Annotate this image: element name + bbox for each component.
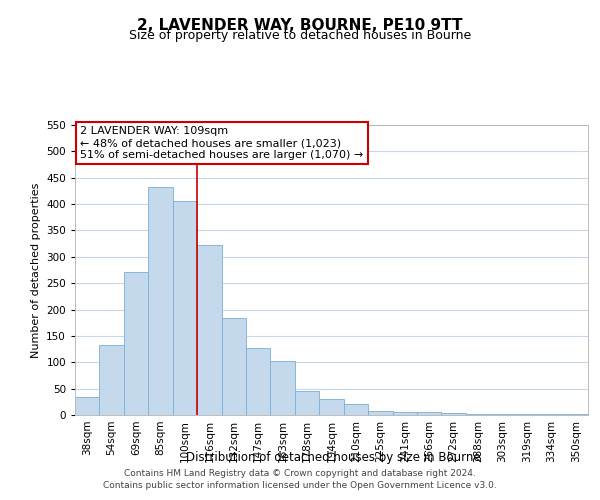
Text: Contains public sector information licensed under the Open Government Licence v3: Contains public sector information licen… <box>103 481 497 490</box>
Bar <box>75 396 100 415</box>
Text: Contains HM Land Registry data © Crown copyright and database right 2024.: Contains HM Land Registry data © Crown c… <box>124 468 476 477</box>
Bar <box>271 361 295 415</box>
Text: Distribution of detached houses by size in Bourne: Distribution of detached houses by size … <box>185 451 481 464</box>
Bar <box>173 201 197 415</box>
Bar <box>563 414 588 415</box>
Text: Size of property relative to detached houses in Bourne: Size of property relative to detached ho… <box>129 29 471 42</box>
Bar <box>197 245 221 415</box>
Bar <box>100 345 124 415</box>
Bar <box>319 399 344 415</box>
Bar <box>466 414 490 415</box>
Bar <box>442 414 466 415</box>
Bar <box>515 414 539 415</box>
Bar <box>246 348 271 415</box>
Bar <box>490 414 515 415</box>
Text: 2 LAVENDER WAY: 109sqm
← 48% of detached houses are smaller (1,023)
51% of semi-: 2 LAVENDER WAY: 109sqm ← 48% of detached… <box>80 126 364 160</box>
Bar <box>344 404 368 415</box>
Bar <box>539 414 563 415</box>
Bar <box>295 390 319 415</box>
Bar <box>392 412 417 415</box>
Bar <box>417 412 442 415</box>
Bar <box>148 186 173 415</box>
Bar <box>124 272 148 415</box>
Bar <box>221 318 246 415</box>
Bar <box>368 411 392 415</box>
Text: 2, LAVENDER WAY, BOURNE, PE10 9TT: 2, LAVENDER WAY, BOURNE, PE10 9TT <box>137 18 463 32</box>
Y-axis label: Number of detached properties: Number of detached properties <box>31 182 41 358</box>
